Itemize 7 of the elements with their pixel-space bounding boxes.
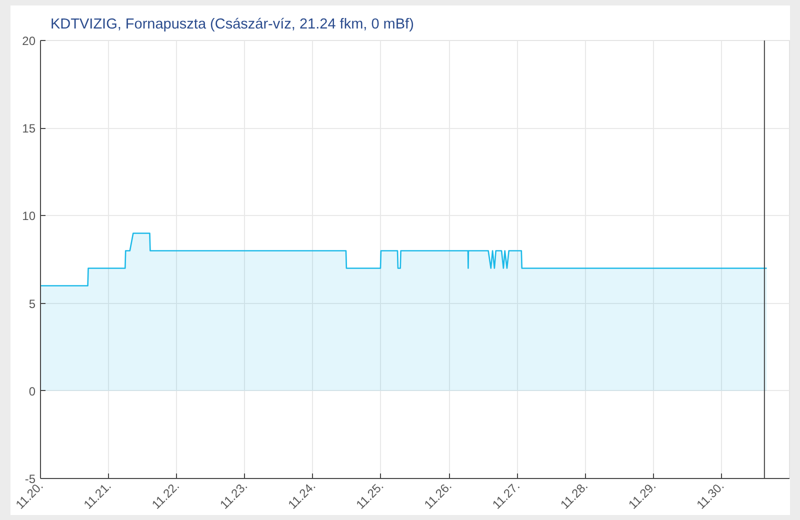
y-tick-label: -5 xyxy=(24,472,36,486)
y-tick-label: 20 xyxy=(22,34,36,48)
y-tick-label: 5 xyxy=(28,296,36,311)
y-tick-label: 10 xyxy=(22,209,36,224)
y-tick-label: 15 xyxy=(22,122,36,136)
y-tick-label: 0 xyxy=(28,384,36,398)
chart-title: KDTVIZIG, Fornapuszta (Császár-víz, 21.24 fkm, 0 mBf) xyxy=(50,16,414,32)
